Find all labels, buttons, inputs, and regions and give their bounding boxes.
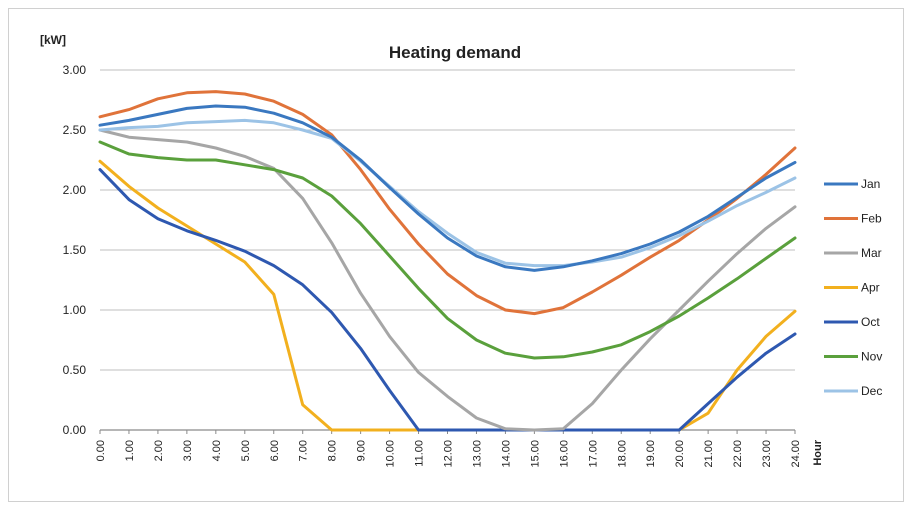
x-tick-label: 12.00 xyxy=(443,440,455,468)
x-tick-label: 3.00 xyxy=(182,440,194,461)
x-tick-label: 7.00 xyxy=(298,440,310,461)
x-tick-label: 4.00 xyxy=(211,440,223,461)
y-tick-label: 2.00 xyxy=(63,183,87,197)
chart-title: Heating demand xyxy=(389,43,521,62)
series-line-oct xyxy=(98,168,797,432)
series-line-dec xyxy=(98,118,797,268)
x-tick-label: 8.00 xyxy=(327,440,339,461)
series-lines xyxy=(98,90,797,432)
x-tick-label: 14.00 xyxy=(500,440,512,468)
x-tick-label: 21.00 xyxy=(703,440,715,468)
legend-item-oct: Oct xyxy=(824,315,880,329)
y-tick-label: 3.00 xyxy=(63,63,87,77)
x-tick-label: 23.00 xyxy=(761,440,773,468)
series-line-mar xyxy=(98,128,797,432)
x-tick-label: 18.00 xyxy=(616,440,628,468)
legend-label: Apr xyxy=(861,281,880,295)
legend-label: Nov xyxy=(861,350,882,364)
legend-item-nov: Nov xyxy=(824,350,882,364)
legend-label: Mar xyxy=(861,246,882,260)
x-tick-label: 5.00 xyxy=(240,440,252,461)
x-tick-label: 24.00 xyxy=(790,440,802,468)
chart-frame xyxy=(8,8,904,502)
x-tick-label: 20.00 xyxy=(674,440,686,468)
x-tick-label: 19.00 xyxy=(645,440,657,468)
x-tick-label: 1.00 xyxy=(124,440,136,461)
legend-item-apr: Apr xyxy=(824,281,880,295)
x-tick-label: 11.00 xyxy=(414,440,426,467)
x-tick-label: 13.00 xyxy=(471,440,483,468)
legend-label: Dec xyxy=(861,384,882,398)
x-axis-label: Hour xyxy=(812,439,824,465)
legend-item-jan: Jan xyxy=(824,177,880,191)
legend: Jan Feb Mar Apr Oct Nov Dec xyxy=(824,177,882,398)
legend-label: Oct xyxy=(861,315,880,329)
series-line-feb xyxy=(98,90,797,316)
legend-label: Feb xyxy=(861,212,882,226)
x-tick-label: 0.00 xyxy=(95,440,107,461)
gridlines xyxy=(100,69,795,431)
x-tick-label: 16.00 xyxy=(558,440,570,468)
x-tick-label: 9.00 xyxy=(356,440,368,461)
y-tick-label: 0.50 xyxy=(63,363,87,377)
x-tick-label: 2.00 xyxy=(153,440,165,461)
y-tick-label: 2.50 xyxy=(63,123,87,137)
legend-label: Jan xyxy=(861,177,880,191)
x-tick-label: 17.00 xyxy=(587,440,599,468)
legend-item-mar: Mar xyxy=(824,246,882,260)
series-line-jan xyxy=(98,104,797,272)
series-line-nov xyxy=(98,140,797,360)
y-tick-label: 1.50 xyxy=(63,243,87,257)
x-tick-label: 6.00 xyxy=(269,440,281,461)
x-tick-label: 22.00 xyxy=(732,440,744,468)
x-axis-ticks: 0.00 1.00 2.00 3.00 4.00 5.00 6.00 7.00 8.00 9.00… xyxy=(95,430,802,468)
y-axis-unit-label: [kW] xyxy=(40,33,66,47)
x-tick-label: 15.00 xyxy=(529,440,541,468)
legend-item-dec: Dec xyxy=(824,384,882,398)
y-tick-label: 1.00 xyxy=(63,303,87,317)
y-tick-label: 0.00 xyxy=(63,423,87,437)
x-tick-label: 10.00 xyxy=(385,440,397,468)
series-line-apr xyxy=(98,159,797,432)
legend-item-feb: Feb xyxy=(824,212,882,226)
y-axis-ticks: 0.00 0.50 1.00 1.50 2.00 2.50 3.00 xyxy=(63,63,87,437)
